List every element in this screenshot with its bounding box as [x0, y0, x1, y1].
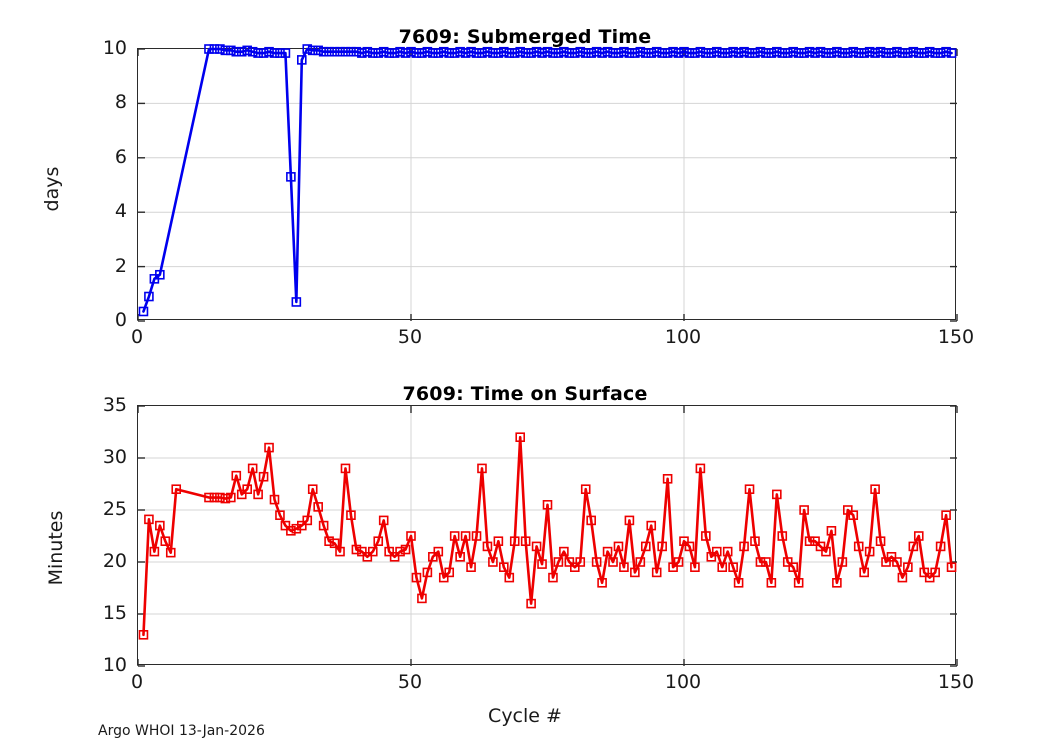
top-xtick-150: 150: [937, 326, 975, 348]
top-xtick-100: 100: [664, 326, 702, 348]
bottom-chart-xlabel: Cycle #: [488, 705, 562, 727]
panel-time-on-surface: 7609: Time on Surface Minutes Cycle # 10…: [0, 365, 1050, 750]
top-ytick-0: 0: [114, 309, 127, 331]
bottom-ytick-25: 25: [102, 498, 127, 520]
top-ytick-10: 10: [102, 37, 127, 59]
bottom-ytick-20: 20: [102, 550, 127, 572]
bottom-ytick-35: 35: [102, 394, 127, 416]
top-ytick-6: 6: [114, 145, 127, 168]
bottom-ytick-10: 10: [102, 654, 127, 676]
panel-submerged-time: 7609: Submerged Time days 0 2 4 6 8 10 0 50 100 1…: [0, 0, 1050, 365]
top-ytick-8: 8: [114, 91, 127, 114]
bottom-xtick-100: 100: [664, 671, 702, 693]
bottom-xtick-50: 50: [397, 671, 423, 693]
top-chart-plot-area: [137, 44, 958, 322]
top-chart-canvas: [137, 44, 958, 322]
top-ytick-4: 4: [114, 200, 127, 223]
bottom-ytick-15: 15: [102, 602, 127, 624]
top-xtick-0: 0: [130, 326, 144, 348]
figure-footer-credit: Argo WHOI 13-Jan-2026: [98, 723, 265, 739]
bottom-chart-plot-area: [137, 405, 958, 667]
top-chart-title: 7609: Submerged Time: [398, 26, 652, 48]
bottom-chart-canvas: [137, 405, 958, 667]
top-xtick-50: 50: [397, 326, 423, 348]
bottom-xtick-150: 150: [937, 671, 975, 693]
top-ytick-2: 2: [114, 254, 127, 277]
bottom-chart-title: 7609: Time on Surface: [402, 383, 648, 405]
bottom-ytick-30: 30: [102, 446, 127, 468]
bottom-xtick-0: 0: [130, 671, 144, 693]
